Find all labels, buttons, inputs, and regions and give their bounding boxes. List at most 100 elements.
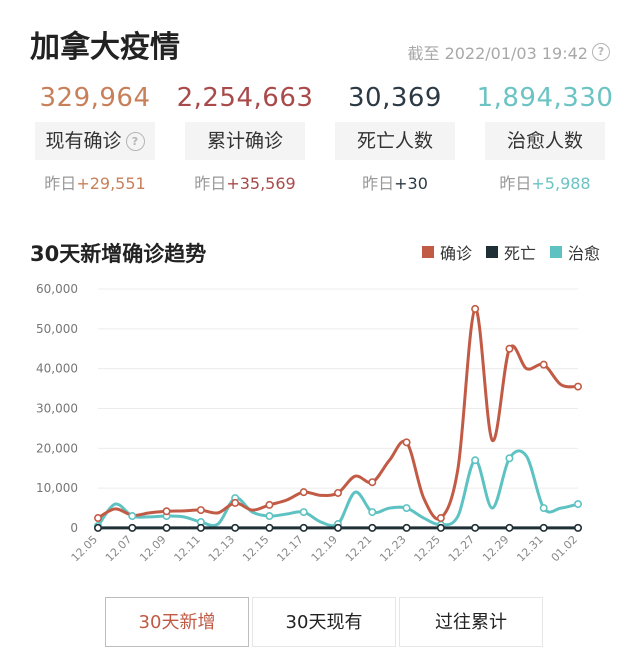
stat-total-confirmed: 2,254,663 累计确诊 昨日+35,569 <box>170 80 320 194</box>
help-icon[interactable]: ? <box>592 43 610 61</box>
y-tick-label: 40,000 <box>36 362 78 376</box>
x-tick-label: 12.05 <box>69 533 100 564</box>
data-point <box>368 478 377 487</box>
legend-swatch <box>485 246 498 258</box>
data-point <box>94 514 103 523</box>
data-point <box>402 504 411 513</box>
y-tick-label: 0 <box>70 521 78 535</box>
data-point <box>573 382 582 391</box>
trend-chart: 0 10,000 20,000 30,000 40,000 50,000 60,000 12.… <box>36 282 582 564</box>
data-point <box>299 523 308 532</box>
stats-row: 329,964 现有确诊 ? 昨日+29,551 2,254,663 累计确诊 … <box>20 80 620 194</box>
data-point <box>471 304 480 313</box>
chart-title: 30天新增确诊趋势 <box>30 242 207 266</box>
data-point <box>368 508 377 517</box>
x-tick-label: 12.27 <box>446 533 477 564</box>
data-point <box>162 507 171 516</box>
data-point <box>436 523 445 532</box>
x-tick-label: 12.17 <box>274 533 305 564</box>
legend-label: 死亡 <box>503 244 536 263</box>
legend-item-recovered[interactable]: 治愈 <box>549 240 600 264</box>
page-title: 加拿大疫情 <box>30 30 180 65</box>
x-tick-label: 01.02 <box>549 533 580 564</box>
range-tabs: 30天新增 30天现有 过往累计 <box>105 597 546 647</box>
data-point <box>436 514 445 523</box>
data-point <box>471 523 480 532</box>
data-point <box>299 488 308 497</box>
data-point <box>94 523 103 532</box>
data-point <box>539 523 548 532</box>
stat-current-confirmed: 329,964 现有确诊 ? 昨日+29,551 <box>20 80 170 194</box>
tab-cumulative[interactable]: 过往累计 <box>399 597 543 647</box>
stat-delta: 昨日+29,551 <box>44 174 146 193</box>
y-tick-label: 10,000 <box>36 481 78 495</box>
y-tick-label: 50,000 <box>36 322 78 336</box>
as-of-timestamp: 截至 2022/01/03 19:42 ? <box>407 40 610 64</box>
legend-label: 治愈 <box>567 244 600 263</box>
data-point <box>471 456 480 465</box>
stat-label-box: 现有确诊 ? <box>35 122 155 160</box>
series-line-0 <box>96 307 580 521</box>
data-point <box>333 488 342 497</box>
stat-value: 30,369 <box>348 83 442 113</box>
x-tick-label: 12.13 <box>206 533 237 564</box>
data-point <box>231 498 240 507</box>
x-tick-label: 12.29 <box>480 533 511 564</box>
data-point <box>162 523 171 532</box>
stat-recovered: 1,894,330 治愈人数 昨日+5,988 <box>470 80 620 194</box>
chart-legend: 确诊 死亡 治愈 <box>421 240 600 264</box>
stat-label-box: 累计确诊 <box>185 122 305 160</box>
x-tick-label: 12.07 <box>103 533 134 564</box>
data-point <box>231 523 240 532</box>
data-point <box>505 523 514 532</box>
stat-value: 329,964 <box>39 83 151 113</box>
data-point <box>299 508 308 517</box>
x-tick-label: 12.19 <box>309 533 340 564</box>
y-tick-label: 60,000 <box>36 282 78 296</box>
data-point <box>265 523 274 532</box>
legend-swatch <box>421 246 434 258</box>
stat-delta: 昨日+35,569 <box>194 174 296 193</box>
x-tick-label: 12.25 <box>412 533 443 564</box>
data-point <box>539 360 548 369</box>
legend-item-deaths[interactable]: 死亡 <box>485 240 536 264</box>
stat-value: 1,894,330 <box>476 83 614 113</box>
x-tick-label: 12.09 <box>137 533 168 564</box>
tab-30-day-new[interactable]: 30天新增 <box>105 597 249 647</box>
data-point <box>505 454 514 463</box>
data-point <box>128 523 137 532</box>
stat-value: 2,254,663 <box>176 83 314 113</box>
data-point <box>402 438 411 447</box>
stat-label-box: 死亡人数 <box>335 122 455 160</box>
data-point <box>128 512 137 521</box>
as-of-text: 截至 2022/01/03 19:42 <box>407 44 588 63</box>
data-point <box>265 500 274 509</box>
x-tick-label: 12.11 <box>172 533 203 564</box>
stat-deaths: 30,369 死亡人数 昨日+30 <box>320 80 470 194</box>
data-point <box>573 523 582 532</box>
x-tick-label: 12.15 <box>240 533 271 564</box>
x-tick-label: 12.23 <box>377 533 408 564</box>
y-tick-label: 30,000 <box>36 402 78 416</box>
stat-label-box: 治愈人数 <box>485 122 605 160</box>
stat-label: 治愈人数 <box>506 130 583 152</box>
legend-item-confirmed[interactable]: 确诊 <box>421 240 472 264</box>
data-point <box>196 506 205 515</box>
help-icon[interactable]: ? <box>125 131 145 151</box>
stat-label: 死亡人数 <box>356 130 433 152</box>
data-point <box>368 523 377 532</box>
data-point <box>402 523 411 532</box>
legend-label: 确诊 <box>439 244 472 263</box>
data-point <box>539 504 548 513</box>
stat-delta: 昨日+30 <box>362 174 428 193</box>
stat-delta: 昨日+5,988 <box>499 174 591 193</box>
data-point <box>505 344 514 353</box>
x-tick-label: 12.31 <box>514 533 545 564</box>
data-point <box>265 512 274 521</box>
y-tick-label: 20,000 <box>36 441 78 455</box>
tab-30-day-current[interactable]: 30天现有 <box>252 597 396 647</box>
legend-swatch <box>549 246 562 258</box>
data-point <box>196 523 205 532</box>
stat-label: 现有确诊 <box>45 130 122 152</box>
stat-label: 累计确诊 <box>206 130 283 152</box>
